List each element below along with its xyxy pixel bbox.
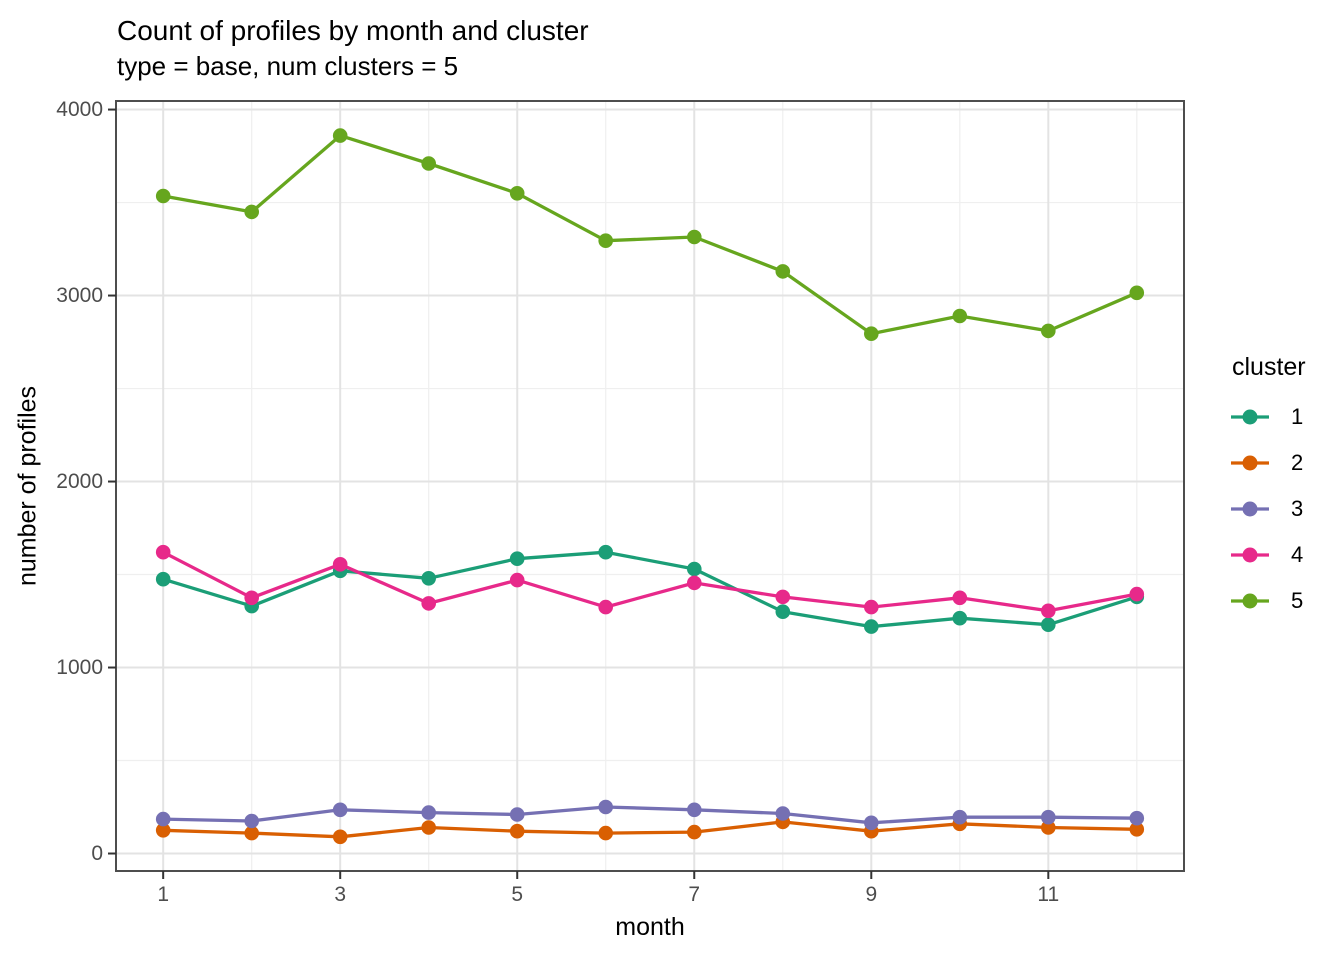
data-point-cluster-2-month-6 — [598, 825, 613, 841]
chart-title: Count of profiles by month and cluster — [117, 15, 589, 46]
data-point-cluster-2-month-7 — [687, 824, 702, 840]
x-tick-label: 9 — [865, 883, 877, 906]
panel-border — [115, 100, 1185, 872]
data-point-cluster-2-month-11 — [1041, 820, 1056, 835]
data-point-cluster-4-month-7 — [687, 575, 702, 591]
legend-item-cluster-4: 4 — [1224, 532, 1342, 578]
data-point-cluster-5-month-4 — [421, 156, 437, 171]
data-point-cluster-5-month-7 — [687, 229, 702, 245]
data-point-cluster-3-month-3 — [332, 802, 348, 818]
x-tick-label: 1 — [157, 883, 169, 906]
y-tick-label: 2000 — [56, 470, 103, 493]
data-point-cluster-1-month-4 — [421, 571, 437, 586]
data-point-cluster-1-month-5 — [509, 551, 525, 566]
data-point-cluster-5-month-11 — [1041, 323, 1056, 339]
data-point-cluster-3-month-8 — [775, 806, 791, 821]
y-tick-label: 3000 — [56, 284, 103, 307]
legend: cluster 1 2 3 4 5 — [1224, 353, 1342, 624]
data-point-cluster-2-month-5 — [509, 823, 525, 839]
data-point-cluster-4-month-6 — [598, 599, 613, 615]
data-point-cluster-4-month-10 — [952, 590, 968, 606]
data-point-cluster-3-month-1 — [155, 811, 171, 827]
legend-item-cluster-1: 1 — [1224, 394, 1342, 440]
y-tick-label: 4000 — [56, 98, 103, 121]
x-tick-label: 11 — [1037, 883, 1059, 906]
x-tick-label: 3 — [334, 883, 346, 906]
data-point-cluster-2-month-4 — [421, 820, 437, 835]
legend-item-label: 2 — [1291, 450, 1304, 475]
data-point-cluster-4-month-1 — [155, 544, 171, 560]
data-point-cluster-4-month-2 — [244, 590, 259, 606]
data-point-cluster-5-month-3 — [332, 128, 348, 143]
data-point-cluster-1-month-10 — [952, 610, 968, 626]
series-line-cluster-5 — [162, 133, 1138, 336]
series-line-cluster-1 — [162, 550, 1138, 629]
series-line-cluster-2 — [163, 820, 1137, 839]
data-point-cluster-1-month-6 — [598, 544, 613, 560]
data-point-cluster-3-month-6 — [598, 799, 613, 815]
legend-item-label: 3 — [1291, 496, 1304, 521]
y-tick-label: 0 — [91, 842, 103, 865]
legend-item-label: 5 — [1291, 588, 1304, 613]
data-point-cluster-3-month-5 — [509, 807, 525, 822]
data-point-cluster-4-month-5 — [509, 572, 525, 588]
series-line-cluster-3 — [163, 805, 1137, 825]
data-point-cluster-4-month-3 — [332, 557, 348, 572]
x-axis-title: month — [615, 913, 685, 941]
data-point-cluster-1-month-7 — [687, 561, 702, 577]
data-point-cluster-3-month-9 — [864, 815, 879, 831]
series-line-cluster-4 — [162, 550, 1138, 613]
data-point-cluster-4-month-11 — [1041, 603, 1056, 619]
data-point-cluster-5-month-10 — [952, 308, 968, 324]
x-tick-label: 5 — [511, 883, 523, 906]
chart-subtitle: type = base, num clusters = 5 — [117, 51, 459, 81]
data-point-cluster-1-month-8 — [775, 604, 791, 619]
data-point-cluster-5-month-12 — [1129, 285, 1145, 301]
data-point-cluster-5-month-1 — [155, 188, 171, 204]
legend-item-label: 1 — [1291, 404, 1304, 429]
legend-item-cluster-3: 3 — [1224, 486, 1342, 532]
data-point-cluster-3-month-2 — [244, 813, 259, 829]
legend-key-icon — [1231, 593, 1269, 609]
data-point-cluster-1-month-9 — [864, 619, 879, 634]
data-point-cluster-3-month-4 — [421, 805, 437, 820]
legend-item-cluster-5: 5 — [1224, 578, 1342, 624]
y-tick-label: 1000 — [56, 656, 103, 679]
data-point-cluster-2-month-2 — [244, 825, 259, 841]
data-point-cluster-4-month-4 — [421, 596, 437, 611]
x-tick-label: 7 — [688, 883, 700, 906]
data-point-cluster-1-month-1 — [155, 571, 171, 587]
legend-item-label: 4 — [1291, 542, 1304, 567]
data-point-cluster-4-month-8 — [775, 589, 791, 605]
data-point-cluster-2-month-12 — [1129, 822, 1145, 837]
data-point-cluster-2-month-1 — [155, 823, 171, 838]
data-point-cluster-2-month-3 — [332, 829, 348, 845]
data-point-cluster-5-month-8 — [775, 264, 791, 279]
data-point-cluster-5-month-5 — [509, 186, 525, 201]
legend-item-cluster-2: 2 — [1224, 440, 1342, 486]
data-point-cluster-3-month-10 — [952, 809, 968, 825]
legend-items: 1 2 3 4 5 — [1224, 394, 1342, 624]
data-point-cluster-3-month-7 — [687, 802, 702, 818]
data-point-cluster-5-month-6 — [598, 233, 613, 248]
legend-key-icon — [1231, 547, 1269, 563]
legend-key-icon — [1231, 409, 1269, 425]
legend-title: cluster — [1232, 353, 1306, 381]
data-point-cluster-5-month-9 — [864, 326, 879, 342]
legend-key-icon — [1231, 455, 1269, 471]
data-point-cluster-4-month-12 — [1129, 586, 1145, 602]
data-point-cluster-4-month-9 — [864, 599, 879, 615]
y-axis-title: number of profiles — [13, 385, 42, 587]
data-point-cluster-3-month-12 — [1129, 810, 1145, 826]
data-point-cluster-1-month-11 — [1041, 617, 1056, 632]
data-point-cluster-3-month-11 — [1041, 809, 1056, 825]
data-point-cluster-5-month-2 — [244, 204, 259, 220]
legend-key-icon — [1231, 501, 1269, 517]
